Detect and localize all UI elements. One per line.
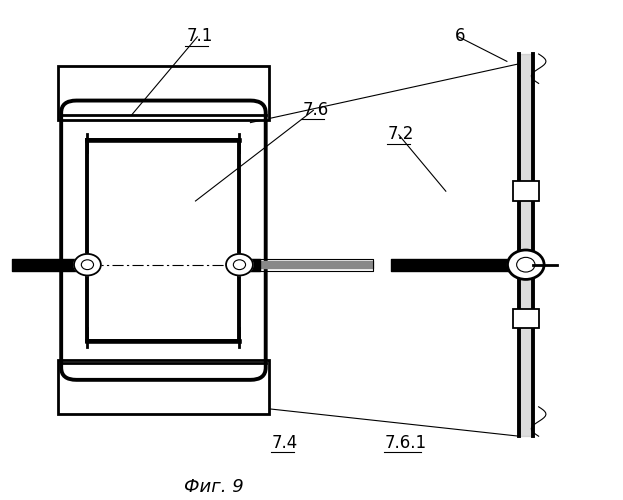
Text: 7.1: 7.1	[186, 27, 212, 45]
Text: 7.2: 7.2	[388, 125, 414, 143]
Circle shape	[226, 254, 253, 276]
Text: 7.4: 7.4	[272, 434, 298, 452]
Text: 6: 6	[455, 27, 465, 45]
Bar	[513, 182, 539, 201]
Bar	[513, 309, 539, 328]
Circle shape	[508, 250, 544, 280]
Bar	[87, 140, 239, 340]
FancyBboxPatch shape	[58, 360, 269, 414]
Text: 7.6: 7.6	[302, 100, 328, 118]
Circle shape	[74, 254, 101, 276]
Text: 7.6.1: 7.6.1	[385, 434, 427, 452]
Text: Фиг. 9: Фиг. 9	[184, 478, 244, 496]
FancyBboxPatch shape	[58, 66, 269, 120]
